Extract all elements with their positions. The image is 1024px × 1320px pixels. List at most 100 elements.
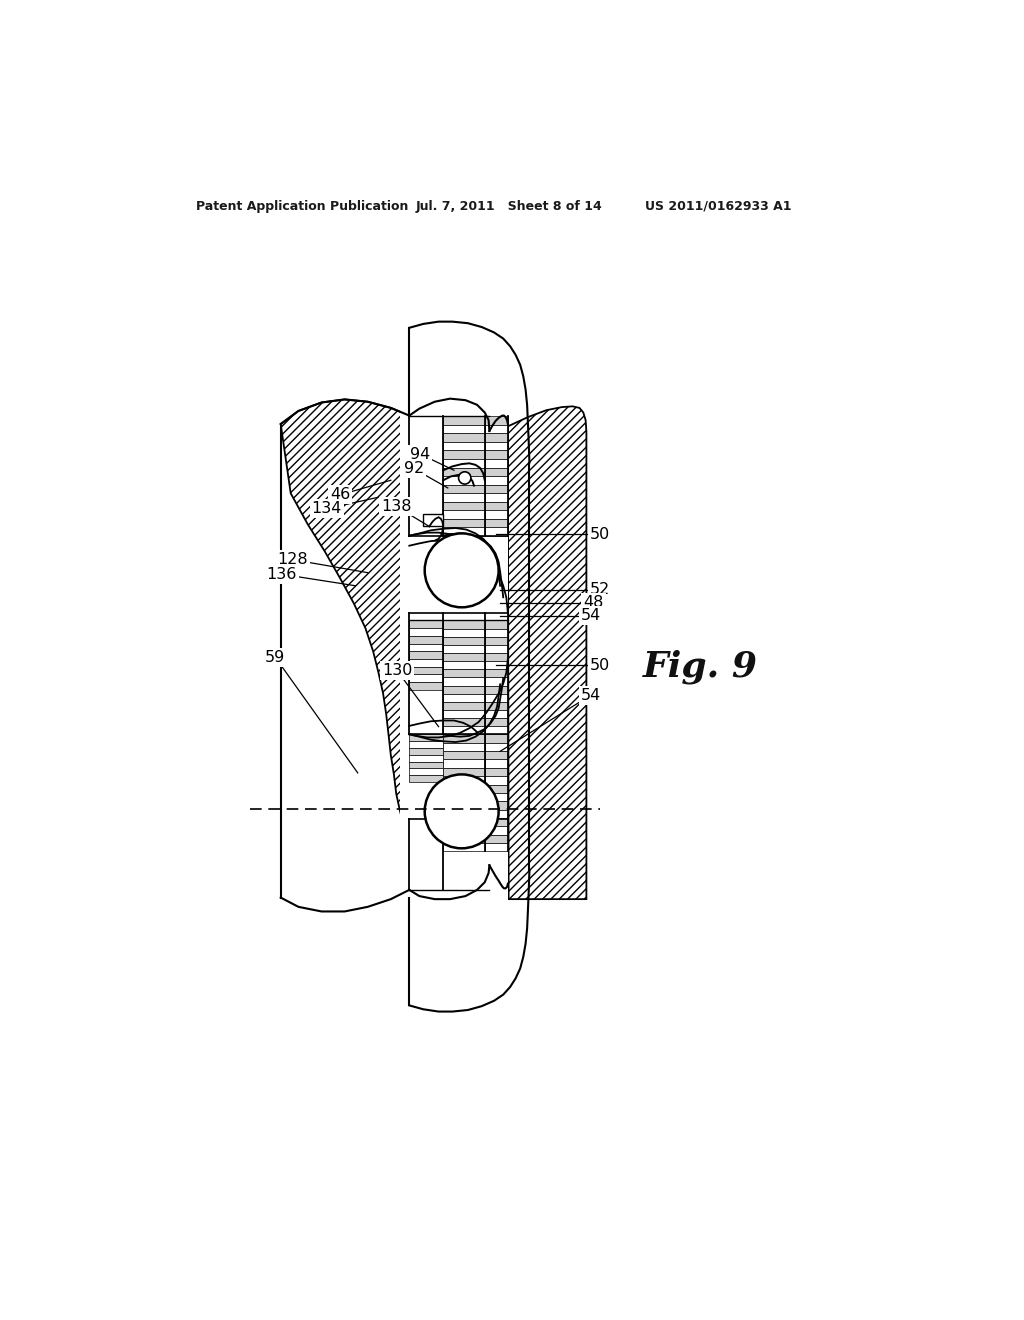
Polygon shape (443, 759, 484, 768)
Polygon shape (443, 519, 484, 527)
Polygon shape (484, 834, 508, 843)
Polygon shape (443, 636, 484, 644)
Polygon shape (443, 702, 484, 710)
Polygon shape (484, 519, 508, 527)
Polygon shape (281, 400, 456, 898)
Polygon shape (443, 809, 484, 818)
Polygon shape (484, 467, 508, 477)
Polygon shape (443, 494, 484, 502)
Text: 59: 59 (265, 649, 286, 665)
Polygon shape (443, 826, 484, 834)
Polygon shape (443, 718, 484, 726)
Polygon shape (484, 502, 508, 510)
Polygon shape (443, 442, 484, 450)
Polygon shape (484, 751, 508, 759)
Polygon shape (443, 818, 484, 826)
Polygon shape (484, 661, 508, 669)
Polygon shape (484, 425, 508, 433)
Polygon shape (410, 651, 443, 659)
Text: 50: 50 (590, 657, 610, 673)
Text: 50: 50 (590, 527, 610, 541)
Polygon shape (443, 801, 484, 809)
Polygon shape (484, 776, 508, 784)
Polygon shape (484, 784, 508, 793)
Polygon shape (484, 494, 508, 502)
Polygon shape (484, 694, 508, 702)
Polygon shape (484, 702, 508, 710)
Polygon shape (443, 527, 484, 536)
Polygon shape (484, 718, 508, 726)
Polygon shape (410, 636, 443, 644)
Polygon shape (484, 477, 508, 484)
Polygon shape (443, 628, 484, 636)
Polygon shape (484, 768, 508, 776)
Polygon shape (443, 467, 484, 477)
Polygon shape (484, 416, 508, 425)
Polygon shape (410, 682, 443, 689)
Polygon shape (484, 743, 508, 751)
Polygon shape (484, 677, 508, 685)
Text: 46: 46 (330, 487, 350, 503)
Polygon shape (443, 694, 484, 702)
Polygon shape (410, 675, 443, 682)
Polygon shape (410, 768, 443, 775)
Polygon shape (484, 636, 508, 644)
Text: 134: 134 (311, 502, 342, 516)
Polygon shape (410, 755, 443, 762)
Polygon shape (443, 510, 484, 519)
Polygon shape (484, 510, 508, 519)
Text: US 2011/0162933 A1: US 2011/0162933 A1 (645, 199, 792, 213)
Polygon shape (443, 834, 484, 843)
Polygon shape (484, 685, 508, 694)
Text: 128: 128 (276, 552, 307, 568)
Polygon shape (443, 477, 484, 484)
Text: 94: 94 (410, 446, 430, 462)
Polygon shape (484, 843, 508, 851)
Polygon shape (484, 818, 508, 826)
Polygon shape (443, 502, 484, 510)
Polygon shape (484, 801, 508, 809)
Polygon shape (443, 459, 484, 467)
Polygon shape (484, 644, 508, 653)
Polygon shape (484, 442, 508, 450)
Text: Fig. 9: Fig. 9 (643, 649, 758, 684)
Polygon shape (410, 742, 443, 748)
Polygon shape (410, 762, 443, 768)
Text: 138: 138 (381, 499, 412, 513)
Text: 54: 54 (581, 688, 601, 702)
Polygon shape (484, 669, 508, 677)
Polygon shape (508, 407, 587, 899)
Polygon shape (443, 661, 484, 669)
Polygon shape (443, 653, 484, 661)
Polygon shape (484, 433, 508, 442)
Polygon shape (443, 793, 484, 801)
Polygon shape (410, 644, 443, 651)
Polygon shape (484, 628, 508, 636)
Polygon shape (410, 628, 443, 636)
Polygon shape (423, 515, 443, 527)
Polygon shape (484, 726, 508, 734)
Text: 130: 130 (382, 663, 413, 678)
Circle shape (459, 471, 471, 484)
Circle shape (425, 533, 499, 607)
Polygon shape (484, 734, 508, 743)
Polygon shape (484, 793, 508, 801)
Polygon shape (410, 734, 443, 742)
Polygon shape (484, 653, 508, 661)
Polygon shape (443, 433, 484, 442)
Polygon shape (443, 685, 484, 694)
Text: 54: 54 (581, 609, 601, 623)
Polygon shape (443, 726, 484, 734)
Text: Patent Application Publication: Patent Application Publication (196, 199, 409, 213)
Polygon shape (443, 843, 484, 851)
Polygon shape (484, 809, 508, 818)
Polygon shape (443, 484, 484, 494)
Polygon shape (443, 677, 484, 685)
Polygon shape (484, 759, 508, 768)
Text: 92: 92 (403, 461, 424, 477)
Polygon shape (443, 644, 484, 653)
Polygon shape (484, 459, 508, 467)
Polygon shape (443, 734, 484, 743)
Polygon shape (443, 768, 484, 776)
Polygon shape (400, 327, 508, 936)
